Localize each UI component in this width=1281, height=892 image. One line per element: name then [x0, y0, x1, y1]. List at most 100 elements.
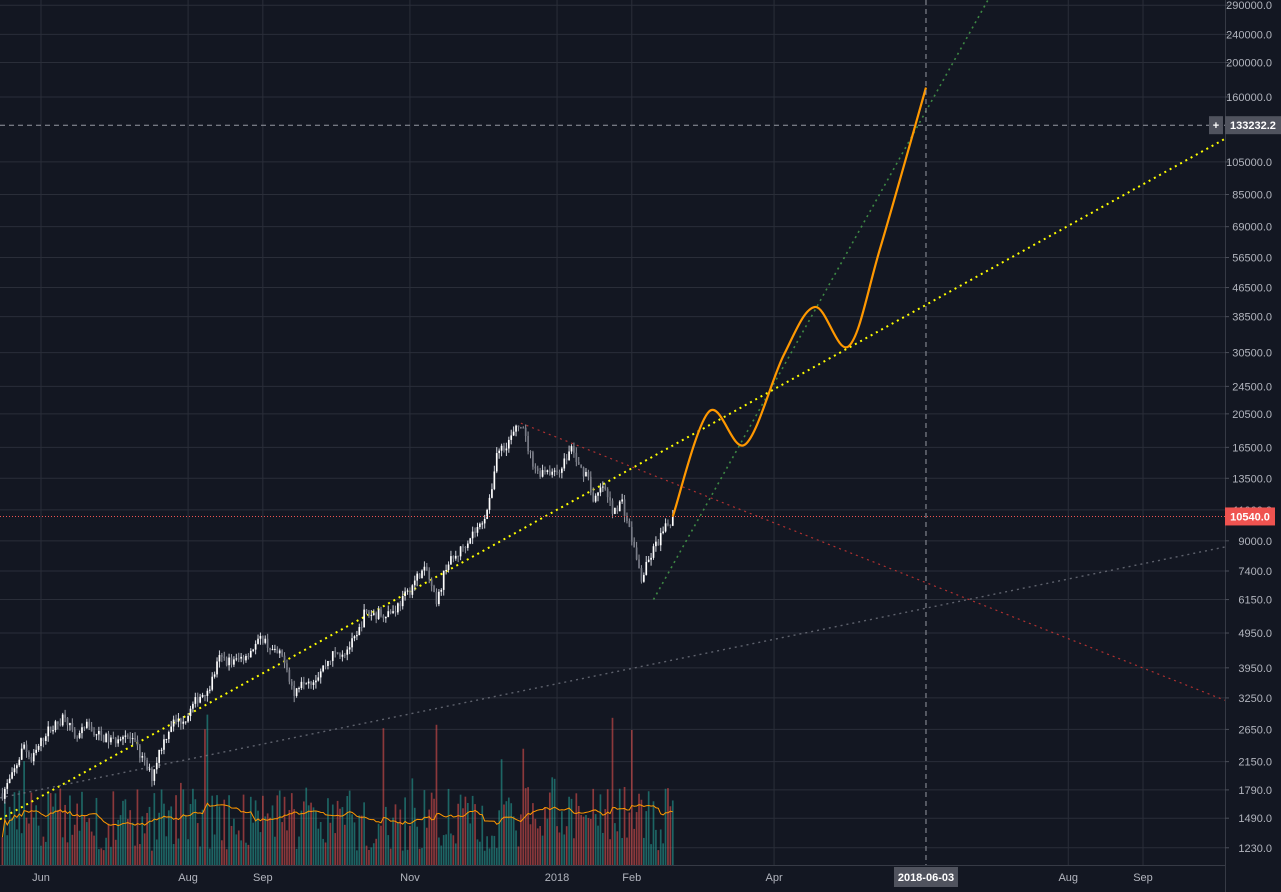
- candle-body: [49, 726, 52, 732]
- volume-bar: [488, 848, 491, 865]
- volume-bar: [592, 788, 595, 865]
- candle-body: [623, 499, 626, 517]
- candle-body: [90, 726, 93, 732]
- volume-bar: [556, 826, 558, 865]
- volume-bar: [462, 808, 464, 865]
- candle-body: [81, 727, 83, 734]
- volume-bar: [343, 824, 346, 865]
- volume-bar: [623, 786, 626, 865]
- candle-body: [177, 718, 180, 722]
- volume-bar: [155, 839, 158, 865]
- volume-bar: [428, 809, 431, 865]
- volume-bar: [662, 843, 664, 865]
- volume-bar: [276, 795, 279, 865]
- candle-body: [565, 458, 568, 461]
- candle-body: [139, 745, 141, 758]
- candle-body: [165, 739, 168, 741]
- candle-body: [216, 661, 218, 675]
- volume-bar: [474, 804, 476, 865]
- volume-bar: [47, 792, 50, 865]
- volume-bar: [577, 805, 580, 865]
- price-axis[interactable]: 290000.0 240000.0 200000.0 160000.0 105000.0…: [1225, 0, 1281, 892]
- candle-body: [635, 547, 638, 560]
- candle-body: [269, 647, 271, 650]
- trendline: [520, 422, 1226, 701]
- candle-body: [372, 613, 375, 615]
- candle-body: [339, 653, 341, 657]
- candle-body: [189, 708, 192, 717]
- volume-bar: [517, 846, 520, 865]
- volume-bar: [356, 850, 358, 865]
- candle-body: [295, 688, 298, 696]
- volume-bar: [61, 837, 64, 865]
- candle-body: [363, 609, 365, 628]
- candle-body: [30, 757, 33, 762]
- volume-bar: [389, 848, 392, 865]
- candle-body: [170, 726, 173, 732]
- volume-bar: [664, 788, 667, 865]
- volume-bar: [249, 796, 252, 865]
- candle-body: [575, 452, 578, 462]
- candle-body: [225, 657, 228, 666]
- candle-body: [638, 559, 640, 569]
- candle-body: [305, 683, 308, 685]
- volume-bar: [512, 816, 515, 865]
- y-tick-label: 2650.0: [1238, 724, 1272, 736]
- volume-bar: [445, 834, 447, 865]
- y-tick-label: 3250.0: [1238, 693, 1272, 705]
- candle-body: [148, 768, 151, 770]
- candle-body: [440, 589, 443, 592]
- volume-bar: [312, 807, 315, 865]
- candle-body: [119, 739, 122, 741]
- volume-bar: [652, 801, 655, 865]
- volume-bar: [242, 794, 245, 865]
- volume-bar: [300, 810, 303, 865]
- candle-body: [158, 749, 160, 763]
- volume-bar: [206, 714, 209, 865]
- candle-body: [594, 495, 597, 502]
- candle-body: [667, 523, 669, 525]
- volume-bar: [671, 800, 674, 865]
- volume-bar: [290, 793, 293, 865]
- candle-body: [28, 752, 30, 758]
- candle-body: [88, 721, 91, 727]
- candle-body: [479, 523, 481, 528]
- x-tick-label: Aug: [1058, 872, 1078, 884]
- candle-body: [257, 638, 259, 644]
- candle-body: [621, 499, 623, 502]
- volume-bar: [440, 845, 443, 865]
- candle-body: [20, 748, 23, 760]
- candle-body: [141, 756, 144, 758]
- candle-body: [245, 655, 247, 661]
- time-axis[interactable]: Jun Aug Sep Nov 2018 Feb Apr Aug Sep: [0, 865, 1225, 885]
- last-price-tag: [1225, 507, 1275, 526]
- volume-bar: [295, 848, 298, 865]
- candle-body: [488, 497, 491, 510]
- volume-bar: [13, 792, 16, 865]
- x-tick-label: Aug: [178, 872, 198, 884]
- volume-bar: [264, 816, 267, 865]
- candle-body: [380, 609, 382, 616]
- candle-body: [78, 733, 81, 738]
- candle-body: [218, 655, 221, 662]
- volume-bar: [573, 838, 575, 865]
- volume-bar: [218, 806, 221, 865]
- volume-bar: [175, 795, 177, 865]
- candle-body: [167, 731, 170, 740]
- volume-bar: [667, 788, 669, 865]
- volume-bar: [189, 804, 192, 865]
- volume-bar: [418, 848, 421, 865]
- volume-bar: [187, 839, 189, 865]
- volume-bar: [262, 795, 264, 865]
- price-axis-panel: [1225, 0, 1281, 892]
- candle-body: [375, 613, 378, 619]
- candle-body: [606, 489, 609, 498]
- volume-bar: [553, 778, 556, 865]
- candle-body: [247, 655, 250, 658]
- candle-body: [546, 470, 549, 472]
- volume-bar: [310, 802, 312, 865]
- candle-body: [447, 564, 450, 570]
- volume-bar: [659, 829, 662, 865]
- volume-bar: [286, 830, 288, 865]
